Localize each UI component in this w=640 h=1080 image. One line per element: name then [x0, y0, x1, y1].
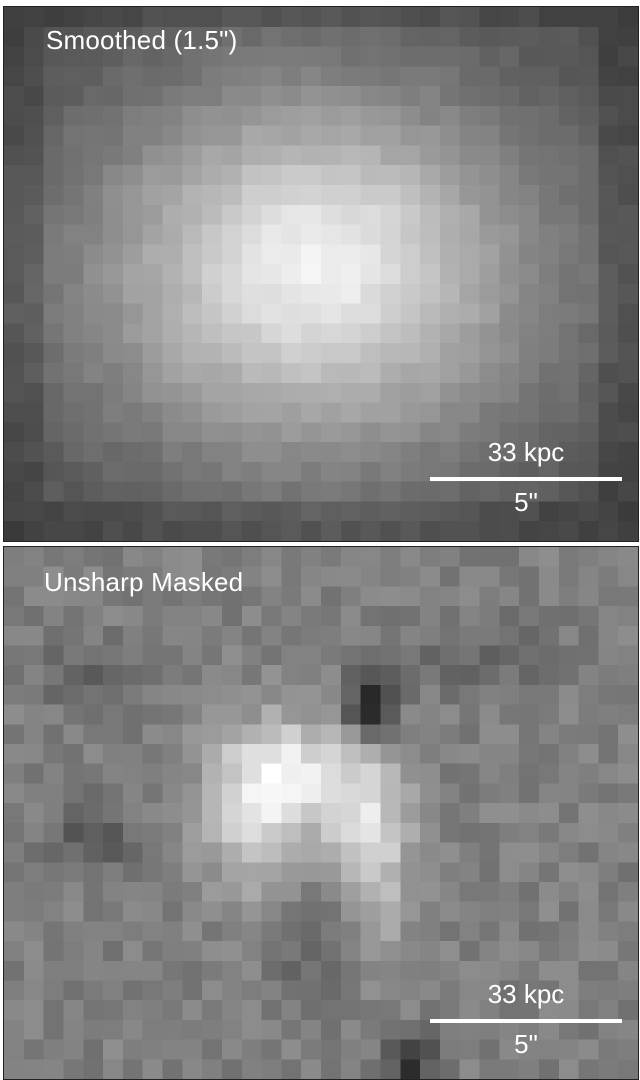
smoothed-panel-label: Smoothed (1.5")	[46, 25, 238, 55]
unsharp-masked-scale-bar: 33 kpc 5"	[430, 979, 622, 1059]
scale-bar-physical-label: 33 kpc	[487, 979, 565, 1009]
scale-bar-angular-label: 5"	[514, 487, 538, 517]
scale-bar-angular-label: 5"	[514, 1029, 538, 1059]
unsharp-masked-panel-label: Unsharp Masked	[44, 567, 244, 597]
scale-bar-line	[430, 477, 622, 481]
unsharp-masked-image-panel: Unsharp Masked 33 kpc 5"	[3, 546, 639, 1080]
smoothed-scale-bar: 33 kpc 5"	[430, 437, 622, 517]
smoothed-image-panel: Smoothed (1.5") 33 kpc 5"	[3, 6, 639, 542]
smoothed-image	[4, 7, 638, 541]
unsharp-masked-image	[4, 547, 638, 1079]
scale-bar-line	[430, 1019, 622, 1023]
scale-bar-physical-label: 33 kpc	[487, 437, 565, 467]
